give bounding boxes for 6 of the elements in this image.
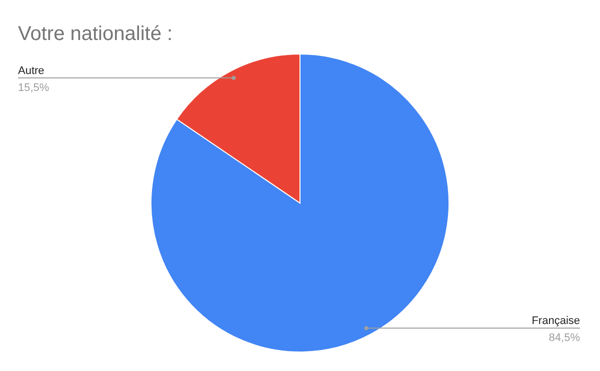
data-label: 15,5% xyxy=(18,82,50,94)
slice-label: Autre xyxy=(18,64,44,77)
chart-title: Votre nationalité : xyxy=(18,23,173,45)
pie-slice xyxy=(150,54,450,352)
data-label: 84,5% xyxy=(548,332,580,344)
slice-label: Française xyxy=(532,315,580,328)
